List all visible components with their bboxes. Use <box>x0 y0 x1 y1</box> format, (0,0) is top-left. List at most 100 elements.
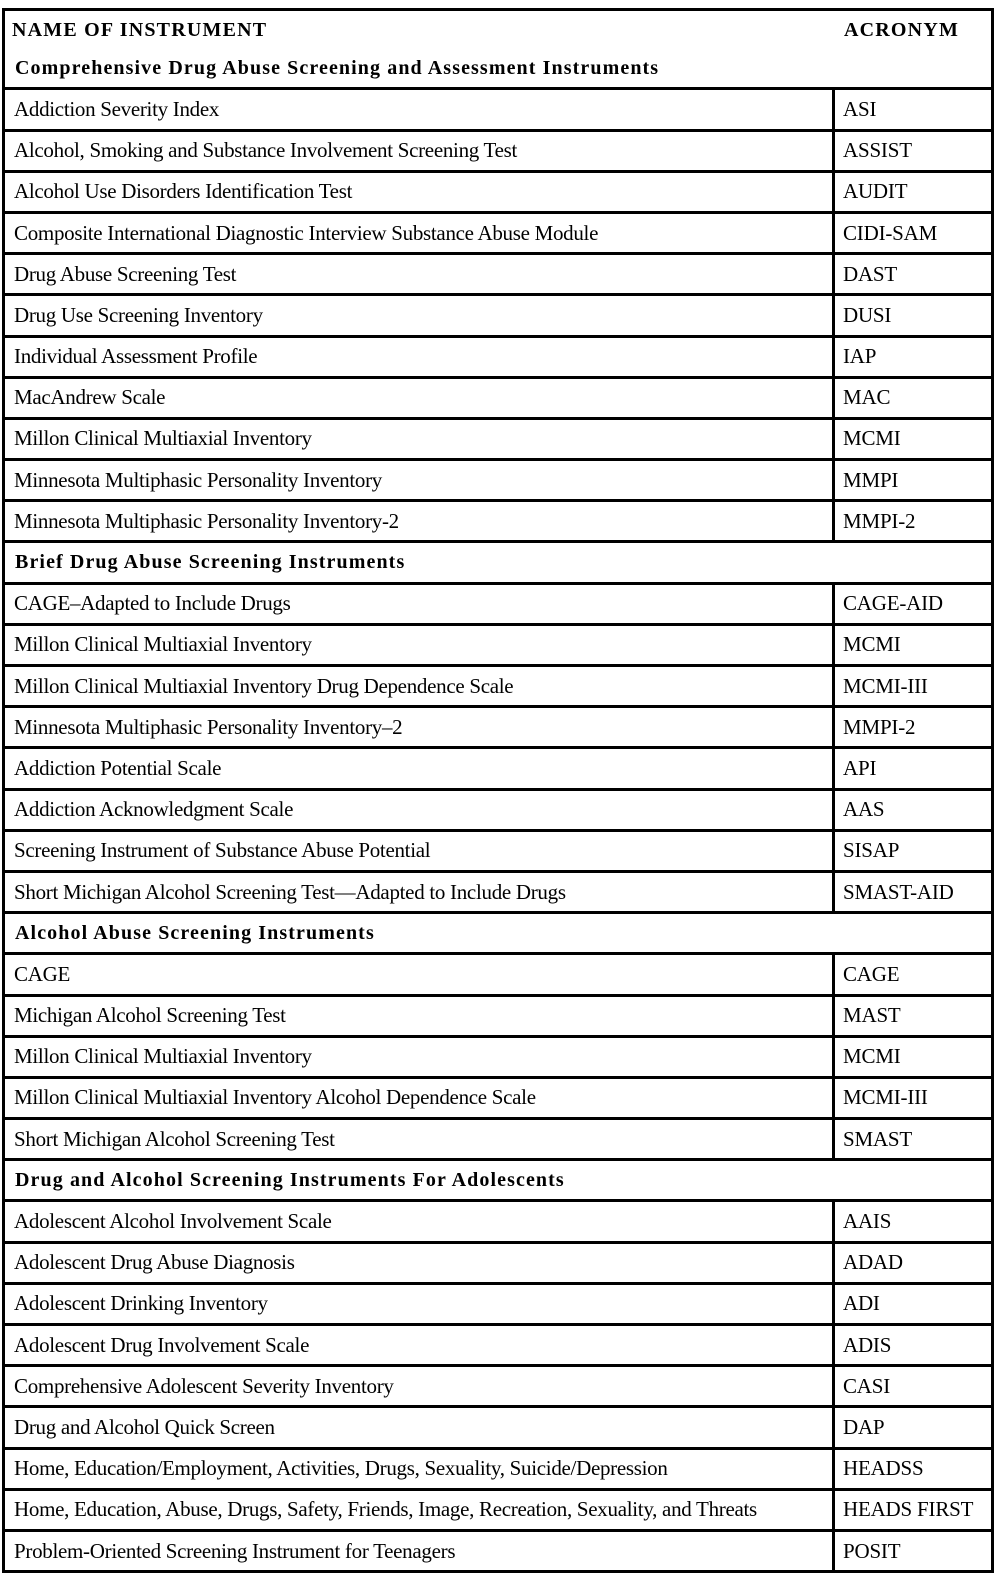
instrument-acronym: ADIS <box>832 1326 991 1365</box>
instrument-acronym: CAGE-AID <box>832 584 991 623</box>
instrument-acronym: DAP <box>832 1408 991 1447</box>
instrument-name: Alcohol Use Disorders Identification Tes… <box>14 179 353 204</box>
instrument-acronym: SISAP <box>832 831 991 870</box>
table-row: Problem-Oriented Screening Instrument fo… <box>5 1528 991 1571</box>
instrument-name: Minnesota Multiphasic Personality Invent… <box>14 714 403 739</box>
table-row: Minnesota Multiphasic Personality Invent… <box>5 705 991 747</box>
instrument-name: Screening Instrument of Substance Abuse … <box>14 838 431 863</box>
table-row: Michigan Alcohol Screening Test MAST <box>5 993 991 1035</box>
table-row: Individual Assessment Profile IAP <box>5 334 991 376</box>
instrument-acronym: HEADSS <box>832 1449 991 1488</box>
table-row: CAGE–Adapted to Include Drugs CAGE-AID <box>5 581 991 623</box>
instrument-acronym: CAGE <box>832 955 991 994</box>
instrument-name: Short Michigan Alcohol Screening Test—Ad… <box>14 879 566 904</box>
table-row: Millon Clinical Multiaxial Inventory MCMI <box>5 622 991 664</box>
table-row: Millon Clinical Multiaxial Inventory MCMI <box>5 1034 991 1076</box>
instrument-name: Alcohol, Smoking and Substance Involveme… <box>14 138 518 163</box>
table-body: Comprehensive Drug Abuse Screening and A… <box>5 49 991 1571</box>
instrument-name: Addiction Severity Index <box>14 96 220 121</box>
instrument-acronym: IAP <box>832 337 991 376</box>
section-title: Drug and Alcohol Screening Instruments F… <box>15 1168 565 1191</box>
table-row: Millon Clinical Multiaxial Inventory Alc… <box>5 1075 991 1118</box>
column-header-acronym: ACRONYM <box>844 18 960 41</box>
table-row: Adolescent Drinking Inventory ADI <box>5 1281 991 1323</box>
instrument-acronym: MMPI-2 <box>832 708 991 747</box>
instrument-name: CAGE–Adapted to Include Drugs <box>14 591 291 616</box>
instrument-name: Millon Clinical Multiaxial Inventory Alc… <box>14 1085 536 1110</box>
instrument-acronym: AAIS <box>832 1202 991 1241</box>
instrument-acronym: AAS <box>832 790 991 829</box>
table-row: Millon Clinical Multiaxial Inventory MCMI <box>5 416 991 459</box>
instrument-acronym: MAC <box>832 378 991 417</box>
section-header-row: Drug and Alcohol Screening Instruments F… <box>5 1158 991 1199</box>
instrument-acronym: MCMI <box>832 625 991 664</box>
table-row: Millon Clinical Multiaxial Inventory Dru… <box>5 664 991 706</box>
instrument-name: Addiction Acknowledgment Scale <box>14 797 294 822</box>
table-row: Addiction Acknowledgment Scale AAS <box>5 787 991 829</box>
table-row: MacAndrew Scale MAC <box>5 375 991 417</box>
column-header-name-of-instrument: NAME OF INSTRUMENT <box>12 18 268 41</box>
table-row: Short Michigan Alcohol Screening Test—Ad… <box>5 869 991 912</box>
table-row: Home, Education, Abuse, Drugs, Safety, F… <box>5 1487 991 1529</box>
instrument-name: Millon Clinical Multiaxial Inventory Dru… <box>14 673 514 698</box>
instrument-acronym: AUDIT <box>832 172 991 211</box>
table-row: Drug and Alcohol Quick Screen DAP <box>5 1405 991 1447</box>
instrument-name: Millon Clinical Multiaxial Inventory <box>14 426 312 451</box>
instrument-acronym: MMPI-2 <box>832 502 991 541</box>
instrument-name: Millon Clinical Multiaxial Inventory <box>14 632 312 657</box>
table-row: Short Michigan Alcohol Screening Test SMA… <box>5 1117 991 1159</box>
instrument-name: MacAndrew Scale <box>14 385 166 410</box>
table-row: Alcohol Use Disorders Identification Tes… <box>5 169 991 211</box>
table-header-row: NAME OF INSTRUMENT ACRONYM <box>5 11 991 49</box>
table-row: Addiction Potential Scale API <box>5 746 991 788</box>
instrument-acronym: POSIT <box>832 1531 991 1571</box>
instrument-name: Adolescent Drug Involvement Scale <box>14 1332 310 1357</box>
instrument-acronym: HEADS FIRST <box>832 1490 991 1529</box>
instrument-acronym: MCMI-III <box>832 667 991 706</box>
table-row: Minnesota Multiphasic Personality Invent… <box>5 458 991 500</box>
instrument-acronym: MAST <box>832 996 991 1035</box>
table-row: Minnesota Multiphasic Personality Invent… <box>5 499 991 541</box>
instrument-acronym: SMAST <box>832 1120 991 1159</box>
section-title: Comprehensive Drug Abuse Screening and A… <box>15 56 660 79</box>
section-title: Brief Drug Abuse Screening Instruments <box>15 551 406 574</box>
instrument-name: Comprehensive Adolescent Severity Invent… <box>14 1373 394 1398</box>
instrument-name: Millon Clinical Multiaxial Inventory <box>14 1044 312 1069</box>
table-row: Adolescent Drug Involvement Scale ADIS <box>5 1323 991 1365</box>
instrument-acronym: DUSI <box>832 296 991 335</box>
table-row: Drug Abuse Screening Test DAST <box>5 252 991 294</box>
table-row: Home, Education/Employment, Activities, … <box>5 1446 991 1488</box>
instrument-acronym: ADI <box>832 1284 991 1323</box>
table-row: Composite International Diagnostic Inter… <box>5 210 991 253</box>
instrument-acronym: MCMI-III <box>832 1078 991 1118</box>
instrument-name: Minnesota Multiphasic Personality Invent… <box>14 467 382 492</box>
instrument-acronym: ADAD <box>832 1243 991 1282</box>
instrument-name: Drug Use Screening Inventory <box>14 302 263 327</box>
table-row: Addiction Severity Index ASI <box>5 87 991 129</box>
instrument-name: Problem-Oriented Screening Instrument fo… <box>14 1538 456 1563</box>
section-header-row: Comprehensive Drug Abuse Screening and A… <box>5 49 991 87</box>
instrument-name: Adolescent Alcohol Involvement Scale <box>14 1209 332 1234</box>
instrument-name: CAGE <box>14 961 70 986</box>
instrument-acronym: ASI <box>832 90 991 129</box>
table-row: Comprehensive Adolescent Severity Invent… <box>5 1364 991 1406</box>
instrument-name: Home, Education/Employment, Activities, … <box>14 1456 668 1481</box>
instrument-acronym: MCMI <box>832 1037 991 1076</box>
instrument-acronym: ASSIST <box>832 131 991 170</box>
section-header-row: Brief Drug Abuse Screening Instruments <box>5 540 991 581</box>
instrument-name: Michigan Alcohol Screening Test <box>14 1003 286 1028</box>
instrument-name: Short Michigan Alcohol Screening Test <box>14 1126 335 1151</box>
instrument-acronym: CASI <box>832 1367 991 1406</box>
instrument-name: Minnesota Multiphasic Personality Invent… <box>14 508 399 533</box>
instruments-table: NAME OF INSTRUMENT ACRONYM Comprehensive… <box>2 8 994 1574</box>
instrument-name: Drug Abuse Screening Test <box>14 261 237 286</box>
table-row: Screening Instrument of Substance Abuse … <box>5 828 991 870</box>
instrument-name: Composite International Diagnostic Inter… <box>14 220 599 245</box>
instrument-name: Addiction Potential Scale <box>14 755 222 780</box>
section-header-row: Alcohol Abuse Screening Instruments <box>5 911 991 952</box>
instrument-acronym: CIDI-SAM <box>832 213 991 253</box>
table-row: Alcohol, Smoking and Substance Involveme… <box>5 128 991 170</box>
instrument-acronym: MCMI <box>832 419 991 459</box>
table-row: CAGE CAGE <box>5 952 991 994</box>
